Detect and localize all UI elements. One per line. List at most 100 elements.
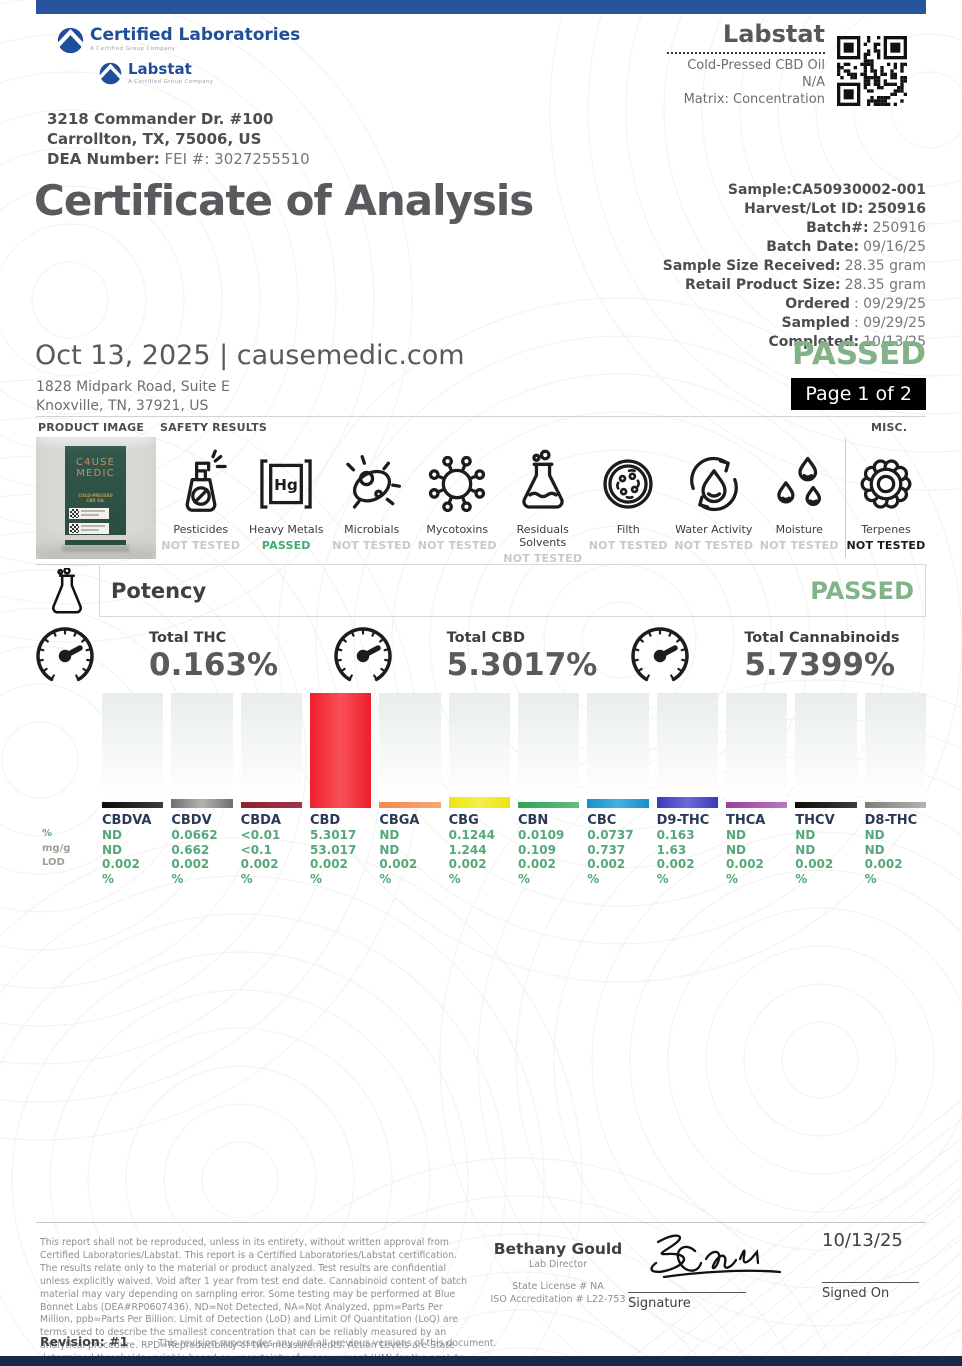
chart-column-background (587, 693, 649, 808)
page-title: Certificate of Analysis (34, 176, 534, 225)
package-shadow (62, 545, 129, 552)
chart-value-pct: ND (725, 828, 746, 842)
sample-header: Labstat Cold-Pressed CBD Oil N/A Matrix:… (595, 20, 825, 108)
water-activity-icon (671, 437, 757, 519)
certified-laboratories-logo: Certified Laboratories A Certified Group… (57, 27, 300, 54)
test-name: Pesticides (173, 523, 229, 536)
chart-row-label: % (42, 828, 53, 839)
chart-value-lod: 0.002 (795, 857, 834, 871)
product-brand-line1: C4USE (75, 457, 116, 468)
test-status: NOT TESTED (759, 539, 839, 552)
signed-date: 10/13/25 (822, 1230, 903, 1251)
droplets-icon (757, 437, 843, 519)
test-name: Terpenes (861, 523, 911, 536)
sample-detail-value: 28.35 gram (844, 258, 926, 274)
chart-column-cbdv: CBDV 0.0662 0.662 0.002% (171, 693, 233, 886)
sample-detail-label: Retail Product Size: (684, 277, 841, 293)
product-sub-line2: CBD OIL (86, 498, 105, 503)
chart-column-background (517, 693, 580, 800)
sample-detail-row: Sample Size Received: 28.35 gram (663, 257, 926, 276)
test-status: NOT TESTED (846, 539, 926, 552)
chart-column-name: CBD (309, 813, 341, 828)
certified-laboratories-logo-name: Certified Laboratories (90, 25, 301, 45)
chart-column-background (448, 693, 510, 808)
dea-number-line: DEA Number: FEI #: 3027255510 (47, 149, 310, 169)
package-label-sticker (69, 508, 109, 519)
test-status: NOT TESTED (588, 539, 668, 552)
gauges-row: Total THC 0.163% Total CBD 5.3017% Total Can… (33, 624, 926, 688)
sample-detail-value: CA50930002-001 (791, 182, 926, 198)
sample-detail-value: : 09/29/25 (853, 315, 926, 331)
chart-value-pct: 0.0109 (517, 828, 565, 842)
package-label-sticker (69, 523, 109, 534)
safety-tests-row: Pesticides NOT TESTED Hg Heavy Metals PASSED… (158, 437, 843, 565)
chart-bar (448, 797, 510, 808)
chart-column-background (725, 693, 788, 800)
chart-value-pct: ND (102, 828, 123, 842)
chart-column-cbc: CBC 0.0737 0.737 0.002% (587, 693, 649, 886)
chart-value-lod: 0.002 (448, 857, 487, 871)
chart-column-d8-thc: D8-THC ND ND 0.002% (864, 693, 926, 886)
chart-column-cbdva: CBDVA ND ND 0.002% (102, 693, 164, 886)
product-brand-line2: MEDIC (76, 468, 115, 479)
labstat-logo-icon (99, 62, 122, 85)
chart-value-pct: ND (379, 828, 400, 842)
chart-column-cbda: CBDA <0.01 <0.1 0.002% (240, 693, 302, 886)
sample-detail-label: Sample: (727, 182, 792, 198)
chart-value-lod-unit: % (725, 871, 738, 886)
product-package: C4USE MEDIC COLD-PRESSED CBD OIL (65, 446, 126, 545)
test-status: NOT TESTED (674, 539, 754, 552)
chart-bar (171, 799, 233, 808)
test-status: NOT TESTED (417, 539, 497, 552)
chart-row-labels: % mg/g LOD (36, 693, 102, 886)
matrix: Matrix: Concentration (683, 92, 825, 107)
flower-icon (846, 437, 926, 519)
gauge-label: Total Cannabinoids (744, 629, 900, 646)
chart-value-lod-unit: % (656, 871, 669, 886)
safety-test-moisture: Moisture NOT TESTED (757, 437, 843, 559)
misc-label: MISC. (871, 421, 908, 434)
qr-code (837, 36, 907, 106)
chart-bar (656, 797, 718, 808)
chart-value-mgg: 0.737 (587, 842, 626, 857)
gauge-total-cannabinoids: Total Cannabinoids 5.7399% (628, 624, 926, 688)
certified-group-logo-icon (57, 27, 84, 54)
chart-column-name: CBDA (240, 813, 281, 828)
microbe-icon (329, 437, 415, 519)
chart-value-lod: 0.002 (656, 857, 695, 871)
signer-title: Lab Director (528, 1259, 588, 1270)
chart-value-lod-unit: % (795, 871, 808, 886)
product-sub: N/A (802, 75, 825, 90)
sample-detail-label: Sample Size Received: (662, 258, 841, 274)
package-base-band (65, 535, 126, 540)
bottom-accent-bar (0, 1356, 962, 1366)
gauge-label: Total THC (149, 629, 227, 646)
safety-test-water-activity: Water Activity NOT TESTED (671, 437, 757, 559)
chart-column-background (795, 693, 857, 800)
chart-value-lod: 0.002 (240, 857, 279, 871)
potency-section-header: Potency PASSED (99, 564, 926, 617)
chart-value-lod: 0.002 (379, 857, 418, 871)
signed-on-line: Signed On (822, 1282, 919, 1301)
labstat-logo: Labstat A Certified Group Company (99, 62, 213, 86)
spray-bottle-icon (158, 437, 244, 519)
sample-detail-label: Harvest/Lot ID: (744, 201, 864, 217)
signature-line: Signature (628, 1292, 746, 1311)
product-image-label: PRODUCT IMAGE (38, 421, 145, 434)
chart-value-lod: 0.002 (587, 857, 626, 871)
chart-value-mgg: <0.1 (240, 842, 272, 857)
misc-tests: Terpenes NOT TESTED (846, 437, 926, 552)
product-brand-text: C4USE MEDIC (65, 457, 126, 479)
chart-value-mgg: 1.244 (448, 842, 487, 857)
sample-detail-row: Harvest/Lot ID: 250916 (663, 200, 926, 219)
sample-detail-value: 250916 (867, 201, 926, 217)
test-name: Microbials (344, 523, 400, 536)
chart-value-pct: ND (795, 828, 816, 842)
chart-column-name: D9-THC (656, 813, 710, 828)
gauge-value: 0.163% (149, 646, 279, 683)
chart-value-pct: 0.1244 (448, 828, 495, 842)
petri-dish-icon (586, 437, 672, 519)
chart-column-thca: THCA ND ND 0.002% (725, 693, 788, 886)
safety-test-filth: Filth NOT TESTED (586, 437, 672, 559)
